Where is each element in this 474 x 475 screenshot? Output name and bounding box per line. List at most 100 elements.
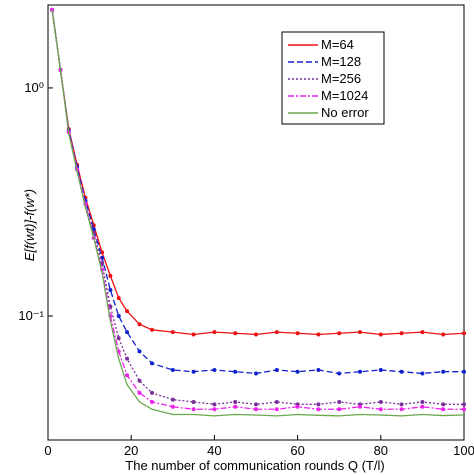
legend-label: M=1024: [321, 88, 368, 103]
point: [108, 273, 113, 278]
point: [191, 369, 196, 374]
point: [316, 402, 321, 407]
point: [337, 331, 342, 336]
point: [378, 367, 383, 372]
point: [116, 314, 121, 319]
point: [295, 404, 300, 409]
point: [316, 367, 321, 372]
series-line: [51, 9, 465, 417]
x-tick-label: 40: [207, 443, 221, 458]
point: [170, 367, 175, 372]
point: [441, 407, 446, 412]
point: [212, 402, 217, 407]
point: [274, 399, 279, 404]
point: [462, 331, 466, 336]
point: [274, 367, 279, 372]
point: [116, 336, 121, 341]
point: [170, 404, 175, 409]
point: [462, 369, 466, 374]
point: [274, 407, 279, 412]
point: [137, 349, 142, 354]
point: [358, 404, 362, 409]
series-line: [51, 9, 464, 410]
point: [378, 399, 383, 404]
point: [358, 330, 362, 335]
point: [399, 402, 404, 407]
point: [137, 322, 142, 327]
x-tick-label: 60: [290, 443, 304, 458]
point: [420, 371, 425, 376]
x-tick-label: 0: [44, 443, 51, 458]
point: [254, 402, 258, 407]
point: [125, 330, 130, 335]
y-axis-label: E[f(wt)]-f(w*): [22, 189, 37, 261]
point: [316, 332, 321, 337]
point: [441, 402, 446, 407]
point: [316, 407, 321, 412]
legend-label: M=256: [321, 71, 361, 86]
point: [233, 369, 238, 374]
point: [150, 361, 154, 366]
point: [337, 371, 342, 376]
series-line: [51, 9, 464, 375]
point: [254, 407, 258, 412]
point: [150, 327, 154, 332]
point: [378, 332, 383, 337]
legend-label: M=128: [321, 54, 361, 69]
point: [125, 309, 130, 314]
point: [150, 399, 154, 404]
legend-label: M=64: [321, 37, 354, 52]
point: [337, 399, 342, 404]
point: [399, 407, 404, 412]
point: [462, 402, 466, 407]
point: [399, 369, 404, 374]
point: [441, 332, 446, 337]
point: [420, 404, 425, 409]
point: [420, 330, 425, 335]
series-line: [51, 9, 465, 336]
point: [170, 397, 175, 402]
point: [274, 330, 279, 335]
point: [233, 331, 238, 336]
point: [378, 407, 383, 412]
point: [420, 399, 425, 404]
point: [137, 390, 142, 395]
point: [137, 378, 142, 383]
point: [100, 261, 105, 266]
point: [295, 369, 300, 374]
point: [233, 399, 238, 404]
plot-frame: [47, 4, 465, 441]
point: [358, 369, 362, 374]
point: [254, 371, 258, 376]
point: [170, 330, 175, 335]
y-tick-label: 10⁰: [24, 80, 44, 95]
x-tick-label: 100: [453, 443, 474, 458]
point: [295, 331, 300, 336]
x-tick-label: 80: [374, 443, 388, 458]
point: [254, 332, 258, 337]
legend-box: [281, 31, 385, 125]
point: [233, 404, 238, 409]
legend-label: No error: [321, 105, 369, 120]
point: [191, 399, 196, 404]
point: [212, 367, 217, 372]
x-axis-label: The number of communication rounds Q (T/…: [125, 458, 384, 473]
point: [441, 369, 446, 374]
point: [116, 295, 121, 300]
point: [399, 331, 404, 336]
point: [337, 407, 342, 412]
series-line: [51, 9, 464, 405]
point: [150, 390, 154, 395]
point: [108, 288, 113, 293]
point: [125, 356, 130, 361]
point: [212, 330, 217, 335]
point: [191, 332, 196, 337]
point: [100, 255, 105, 260]
point: [191, 407, 196, 412]
x-tick-label: 20: [124, 443, 138, 458]
y-tick-label: 10⁻¹: [18, 308, 44, 323]
point: [212, 407, 217, 412]
point: [125, 373, 130, 378]
point: [462, 407, 466, 412]
